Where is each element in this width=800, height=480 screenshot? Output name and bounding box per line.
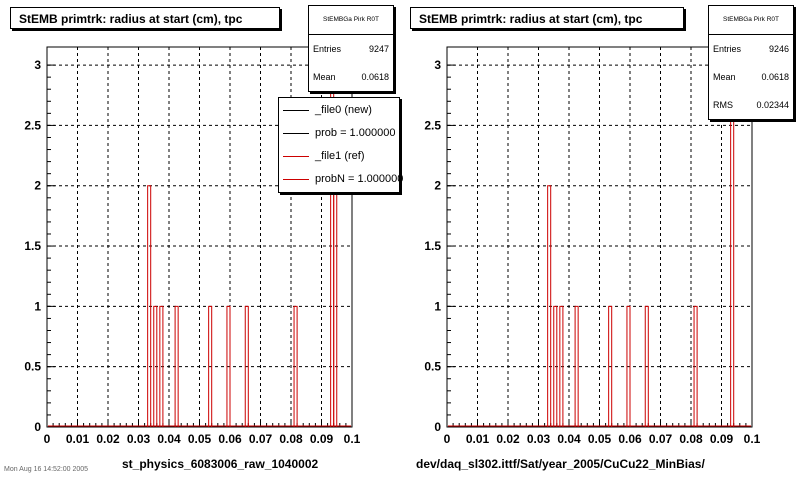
- stats-box: StEMBGa Pirk R0T Entries 9247 Mean 0.061…: [308, 5, 394, 92]
- histogram-bin: [153, 305, 158, 427]
- x-tick-label: 0.03: [527, 432, 551, 446]
- x-tick-label: 0.07: [649, 432, 673, 446]
- stats-name: StEMBGa Pirk R0T: [309, 6, 393, 35]
- y-tick-label: 1.5: [424, 239, 441, 253]
- stats-mean-label: Mean: [313, 72, 336, 82]
- stats-entries-value: 9247: [368, 44, 389, 54]
- x-tick-label: 0.01: [66, 432, 90, 446]
- histogram-bin: [244, 305, 249, 427]
- timestamp: Mon Aug 16 14:52:00 2005: [4, 466, 89, 473]
- histogram-bin: [553, 305, 558, 427]
- x-tick-label: 0: [444, 432, 451, 446]
- histogram-bin: [608, 305, 613, 427]
- y-tick-label: 1: [434, 299, 441, 313]
- x-tick-label: 0.1: [744, 432, 761, 446]
- histogram-bin: [208, 305, 213, 427]
- x-tick-label: 0.08: [679, 432, 703, 446]
- x-tick-label: 0.06: [218, 432, 242, 446]
- y-tick-label: 1: [34, 299, 41, 313]
- legend-swatch: [283, 156, 309, 157]
- histogram-bin: [159, 305, 164, 427]
- x-tick-label: 0.03: [127, 432, 151, 446]
- run-label: st_physics_6083006_raw_1040002: [122, 457, 319, 471]
- histogram-bin: [626, 305, 631, 427]
- histogram-panel-left: 0 0.01 0.02 0.03 0.04 0.05 0.06 0.07 0.08 0.09 0.1…: [4, 5, 403, 473]
- legend-item-file1: _file1 (ref): [279, 149, 399, 163]
- legend-swatch: [283, 179, 309, 180]
- y-tick-label: 3: [434, 58, 441, 72]
- x-tick-label: 0: [44, 432, 51, 446]
- x-tick-label: 0.02: [96, 432, 120, 446]
- stats-name: StEMBGa Pirk R0T: [709, 6, 793, 35]
- histogram-bin: [174, 305, 179, 427]
- y-tick-label: 0: [34, 420, 41, 434]
- legend-label: probN = 1.000000: [315, 173, 404, 185]
- histogram-bin: [644, 305, 649, 427]
- y-tick-label: 3: [34, 58, 41, 72]
- y-tick-label: 0: [434, 420, 441, 434]
- histogram-bin: [693, 305, 698, 427]
- legend-item-file0: _file0 (new): [279, 103, 399, 117]
- stats-mean-value: 0.0618: [761, 72, 789, 82]
- legend-item-probn: probN = 1.000000: [279, 172, 403, 186]
- stats-entries-label: Entries: [713, 44, 742, 54]
- stats-rms-label: RMS: [713, 100, 733, 110]
- legend-item-prob: prob = 1.000000: [279, 126, 399, 140]
- stats-rms-row: RMS 0.02344: [709, 91, 793, 119]
- stats-mean-row: Mean 0.0618: [709, 63, 793, 91]
- legend: _file0 (new) prob = 1.000000 _file1 (ref…: [278, 97, 403, 193]
- run-label: dev/daq_sl302.ittf/Sat/year_2005/CuCu22_…: [416, 457, 705, 471]
- x-tick-label: 0.05: [188, 432, 212, 446]
- histogram-bin: [547, 185, 552, 427]
- legend-label: _file0 (new): [315, 104, 372, 116]
- stats-entries-label: Entries: [313, 44, 342, 54]
- histogram-bin: [559, 305, 564, 427]
- x-tick-label: 0.05: [588, 432, 612, 446]
- legend-swatch: [283, 133, 309, 134]
- legend-label: prob = 1.000000: [315, 127, 396, 139]
- histogram-bin: [226, 305, 231, 427]
- stats-entries-value: 9246: [768, 44, 789, 54]
- stats-box: StEMBGa Pirk R0T Entries 9246 Mean 0.061…: [708, 5, 794, 120]
- legend-swatch: [283, 110, 309, 111]
- x-tick-label: 0.04: [157, 432, 181, 446]
- stats-mean-label: Mean: [713, 72, 736, 82]
- histogram-bin: [147, 185, 152, 427]
- x-tick-label: 0.04: [557, 432, 581, 446]
- y-tick-label: 2: [434, 179, 441, 193]
- x-tick-label: 0.01: [466, 432, 490, 446]
- x-tick-label: 0.1: [344, 432, 361, 446]
- legend-label: _file1 (ref): [315, 150, 365, 162]
- x-tick-label: 0.02: [496, 432, 520, 446]
- stats-rms-value: 0.02344: [756, 100, 789, 110]
- x-tick-label: 0.07: [249, 432, 273, 446]
- x-tick-label: 0.09: [310, 432, 334, 446]
- x-tick-label: 0.06: [618, 432, 642, 446]
- histogram-bin: [574, 305, 579, 427]
- stats-entries-row: Entries 9246: [709, 35, 793, 63]
- y-tick-label: 0.5: [24, 360, 41, 374]
- stats-entries-row: Entries 9247: [309, 35, 393, 63]
- y-tick-label: 2: [34, 179, 41, 193]
- stats-mean-value: 0.0618: [361, 72, 389, 82]
- x-tick-label: 0.09: [710, 432, 734, 446]
- histogram-bin: [293, 305, 298, 427]
- chart-title: StEMB primtrk: radius at start (cm), tpc: [10, 7, 280, 29]
- histogram-left: 0 0.01 0.02 0.03 0.04 0.05 0.06 0.07 0.08 0.09 0.1…: [24, 46, 361, 446]
- y-tick-label: 1.5: [24, 239, 41, 253]
- chart-title: StEMB primtrk: radius at start (cm), tpc: [410, 7, 684, 29]
- histogram-panel-right: 0 0.01 0.02 0.03 0.04 0.05 0.06 0.07 0.08 0.09 0.1…: [400, 0, 800, 480]
- y-tick-label: 2.5: [24, 118, 41, 132]
- y-tick-label: 2.5: [424, 118, 441, 132]
- histogram-right: 0 0.01 0.02 0.03 0.04 0.05 0.06 0.07 0.08 0.09 0.1…: [424, 46, 761, 446]
- x-tick-label: 0.08: [279, 432, 303, 446]
- y-tick-label: 0.5: [424, 360, 441, 374]
- stats-mean-row: Mean 0.0618: [309, 63, 393, 91]
